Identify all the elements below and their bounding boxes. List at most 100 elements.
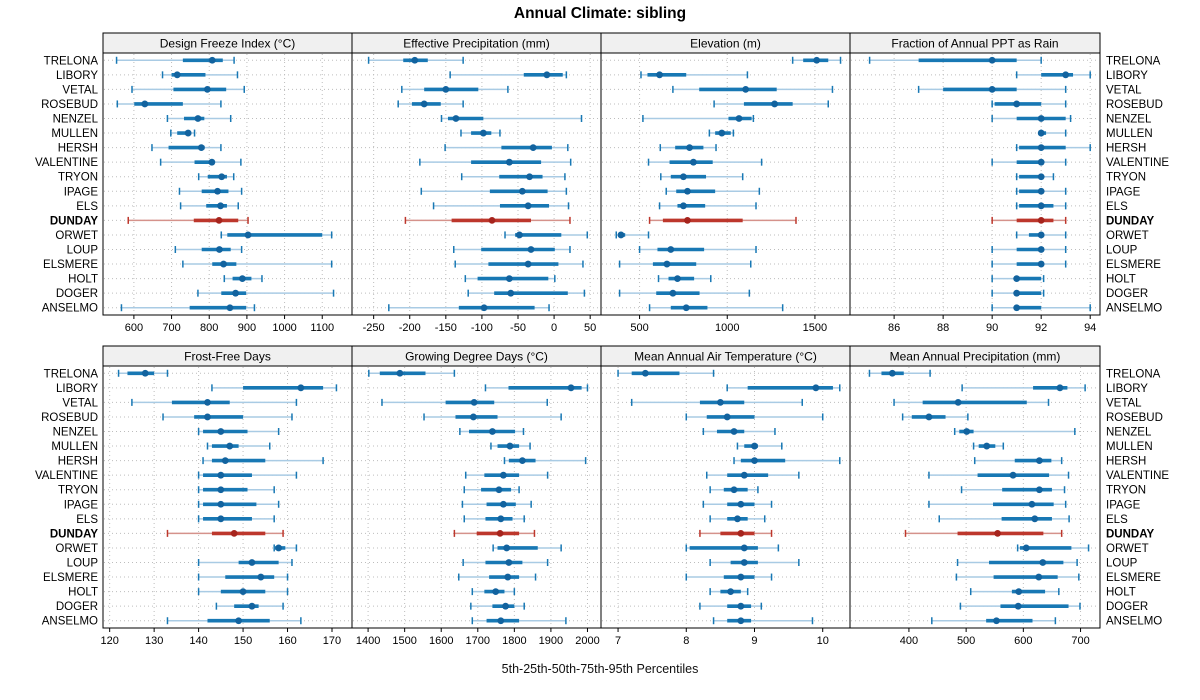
percentile-glyph-els	[432, 202, 570, 210]
median-dot	[470, 398, 478, 406]
panel-mean-annual-precipitation-mm: 400 500 600 700 Mean Annual Precipitation (m…	[849, 345, 1101, 647]
panel-header-title: Design Freeze Index (°C)	[160, 37, 296, 51]
x-tick-label: 50	[584, 322, 596, 334]
x-tick-label: 400	[900, 635, 918, 647]
percentile-glyph-holt	[471, 588, 516, 596]
station-label-left: DOGER	[56, 601, 98, 613]
median-dot	[497, 515, 505, 523]
median-dot	[723, 413, 731, 421]
median-dot	[812, 384, 820, 392]
percentile-glyph-libory	[640, 71, 749, 79]
x-tick-label: -250	[363, 322, 385, 334]
percentile-glyph-tryon	[1015, 173, 1055, 181]
percentile-glyph-rosebud	[685, 413, 824, 421]
percentile-glyph-dunday	[127, 216, 249, 224]
x-tick-label: 500	[630, 322, 648, 334]
median-dot	[529, 144, 537, 152]
station-label-left: DUNDAY	[50, 528, 98, 540]
percentiles-caption: 5th-25th-50th-75th-95th Percentiles	[501, 662, 699, 676]
median-dot	[1013, 275, 1021, 283]
percentile-glyph-tryon	[660, 173, 744, 181]
median-dot	[257, 573, 265, 581]
percentile-glyph-trelona	[868, 369, 931, 377]
x-tick-label: 1800	[502, 635, 526, 647]
median-dot	[420, 100, 428, 108]
median-dot	[813, 56, 821, 64]
x-tick-label: 1700	[466, 635, 490, 647]
median-dot	[751, 442, 758, 450]
percentile-glyph-valentine	[464, 471, 549, 479]
percentile-glyph-dunday	[648, 216, 797, 224]
panel-header-title: Mean Annual Air Temperature (°C)	[634, 350, 817, 364]
x-tick-label: 1400	[356, 635, 380, 647]
median-dot	[771, 100, 778, 108]
percentile-glyph-vetal	[893, 398, 1050, 406]
median-dot	[232, 289, 239, 297]
percentile-glyph-doger	[699, 602, 763, 610]
x-tick-label: 600	[125, 322, 143, 334]
median-dot	[492, 588, 500, 596]
median-dot	[230, 529, 238, 537]
station-label-left: VETAL	[62, 84, 98, 96]
station-label-left: HOLT	[68, 587, 98, 599]
median-dot	[641, 369, 649, 377]
percentile-glyph-holt	[464, 275, 556, 283]
percentile-glyph-doger	[991, 289, 1045, 297]
median-dot	[682, 304, 690, 312]
percentile-glyph-loup	[174, 246, 243, 253]
percentile-glyph-elsmere	[458, 573, 537, 581]
percentile-glyph-libory	[449, 71, 568, 79]
station-label-left: TRELONA	[44, 55, 99, 67]
station-label-left: TRYON	[58, 172, 98, 184]
median-dot	[994, 529, 1001, 537]
x-tick-label: -150	[435, 322, 457, 334]
percentile-glyph-holt	[197, 588, 289, 596]
median-dot	[217, 500, 225, 508]
panel-header	[849, 345, 1101, 367]
median-dot	[218, 173, 226, 181]
panel-growing-degree-days-c: 1400 1500 1600 1700 1800 1900 2000 Growing Degr…	[351, 345, 602, 647]
percentile-glyph-orwet	[492, 544, 562, 552]
x-tick-label: 1600	[429, 635, 453, 647]
median-dot	[221, 457, 229, 465]
percentile-glyph-holt	[991, 275, 1045, 283]
percentile-glyph-ipage	[665, 187, 761, 195]
percentile-glyph-orwet	[615, 231, 650, 239]
panel-frost-free-days: 120 130 140 150 160 170 Frost-Free Days	[100, 345, 353, 647]
panel-body	[102, 365, 353, 629]
x-tick-label: 170	[323, 635, 341, 647]
median-dot	[442, 85, 450, 93]
median-dot	[499, 471, 507, 479]
percentile-glyph-tryon	[197, 486, 275, 494]
median-dot	[503, 544, 511, 552]
median-dot	[988, 85, 996, 93]
panel-fraction-of-annual-ppt-as-rain: 86 88 90 92 94 Fraction of Annual PPT as Rain	[849, 32, 1101, 334]
percentile-glyph-mullen	[736, 442, 783, 450]
median-dot	[235, 617, 243, 625]
station-label-right: ELSMERE	[1106, 259, 1161, 271]
x-tick-label: -50	[510, 322, 526, 334]
station-label-left: VALENTINE	[35, 157, 98, 169]
median-dot	[925, 413, 933, 421]
panel-header-title: Fraction of Annual PPT as Rain	[891, 37, 1058, 51]
x-tick-label: 1100	[310, 322, 334, 334]
percentile-glyph-orwet	[1016, 544, 1090, 552]
median-dot	[716, 398, 724, 406]
percentile-glyph-hersh	[503, 457, 587, 465]
percentile-glyph-dunday	[904, 529, 1063, 537]
percentile-glyph-mullen	[460, 129, 501, 137]
percentile-glyph-loup	[197, 559, 293, 566]
median-dot	[516, 231, 523, 239]
median-dot	[1037, 115, 1045, 122]
station-label-left: ELSMERE	[43, 572, 98, 584]
median-dot	[684, 216, 691, 224]
median-dot	[217, 515, 225, 523]
x-tick-label: 500	[957, 635, 975, 647]
station-label-right: HERSH	[1106, 143, 1146, 155]
x-tick-label: 86	[888, 322, 900, 334]
station-label-right: ELSMERE	[1106, 572, 1161, 584]
percentile-glyph-mullen	[170, 129, 196, 137]
median-dot	[740, 559, 748, 566]
